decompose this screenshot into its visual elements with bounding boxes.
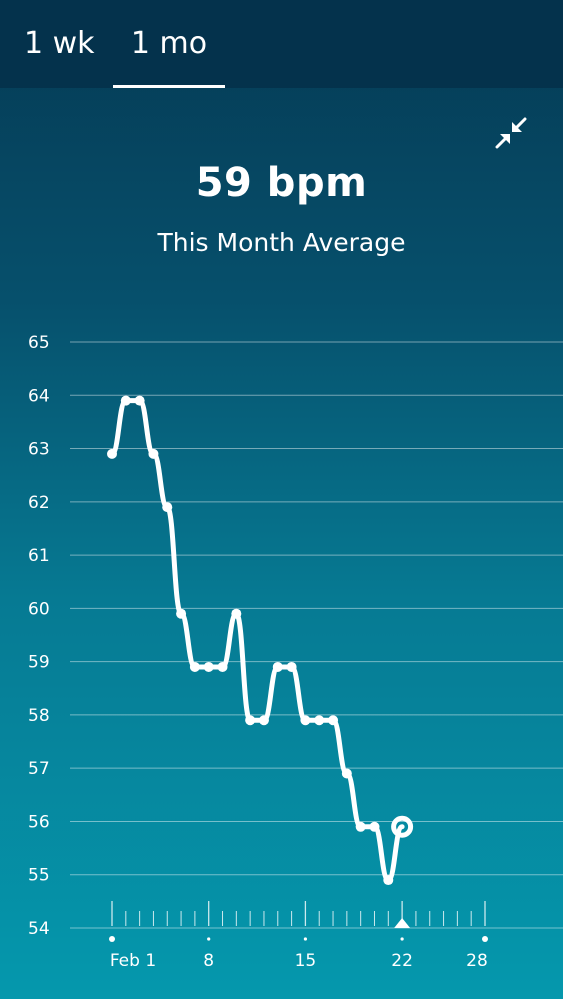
y-tick-label-59: 59 (28, 653, 50, 673)
y-tick-label-55: 55 (28, 866, 50, 886)
data-point-day-1 (107, 448, 117, 459)
range-tab-bar: 1 wk 1 mo (0, 0, 563, 88)
data-point-day-20 (369, 821, 380, 832)
data-point-day-9 (217, 661, 228, 672)
data-point-day-13 (272, 661, 283, 672)
y-tick-label-54: 54 (28, 919, 50, 939)
y-tick-label-56: 56 (28, 812, 50, 832)
y-tick-label-64: 64 (28, 386, 50, 406)
data-point-day-19 (355, 821, 366, 832)
data-point-day-8 (203, 661, 214, 672)
tab-1-month[interactable]: 1 mo (130, 26, 208, 61)
y-tick-label-61: 61 (28, 546, 50, 566)
y-tick-label-58: 58 (28, 706, 50, 726)
data-point-day-4 (148, 448, 159, 459)
current-day-marker (394, 918, 411, 928)
data-point-day-7 (189, 661, 200, 672)
data-point-day-11 (245, 715, 256, 726)
x-tick-label-22: 22 (391, 951, 413, 971)
y-tick-label-63: 63 (28, 440, 50, 460)
y-tick-label-60: 60 (28, 599, 50, 619)
y-tick-label-57: 57 (28, 759, 50, 779)
data-point-day-12 (258, 715, 269, 726)
tab-1-week[interactable]: 1 wk (24, 26, 95, 61)
y-tick-label-62: 62 (28, 493, 50, 513)
x-tick-label-1: Feb 1 (110, 951, 156, 971)
data-point-day-3 (134, 395, 145, 406)
average-value: 59 bpm (195, 160, 368, 206)
x-tick-label-8: 8 (203, 951, 214, 971)
selected-tab-indicator (113, 85, 225, 88)
average-caption: This Month Average (157, 228, 406, 257)
data-point-day-18 (341, 768, 352, 779)
collapse-arrows-icon[interactable] (494, 116, 528, 150)
data-point-day-10 (231, 608, 242, 619)
x-tick-dot-8 (207, 937, 211, 941)
data-point-day-5 (162, 502, 173, 513)
data-point-day-21 (383, 875, 394, 886)
data-point-day-6 (176, 608, 187, 619)
data-point-day-15 (300, 715, 311, 726)
data-point-day-16 (314, 715, 325, 726)
x-tick-dot-15 (303, 937, 308, 941)
x-tick-dot-1 (109, 936, 115, 942)
x-tick-dot-28 (482, 936, 488, 942)
data-point-day-2 (120, 395, 131, 406)
data-point-day-17 (328, 715, 339, 726)
y-tick-label-65: 65 (28, 333, 50, 353)
current-day-point (391, 815, 414, 838)
data-point-day-14 (286, 661, 297, 672)
x-tick-dot-22 (400, 937, 404, 941)
heart-rate-line (109, 398, 405, 883)
x-tick-label-28: 28 (466, 951, 488, 971)
x-tick-label-15: 15 (295, 951, 317, 971)
